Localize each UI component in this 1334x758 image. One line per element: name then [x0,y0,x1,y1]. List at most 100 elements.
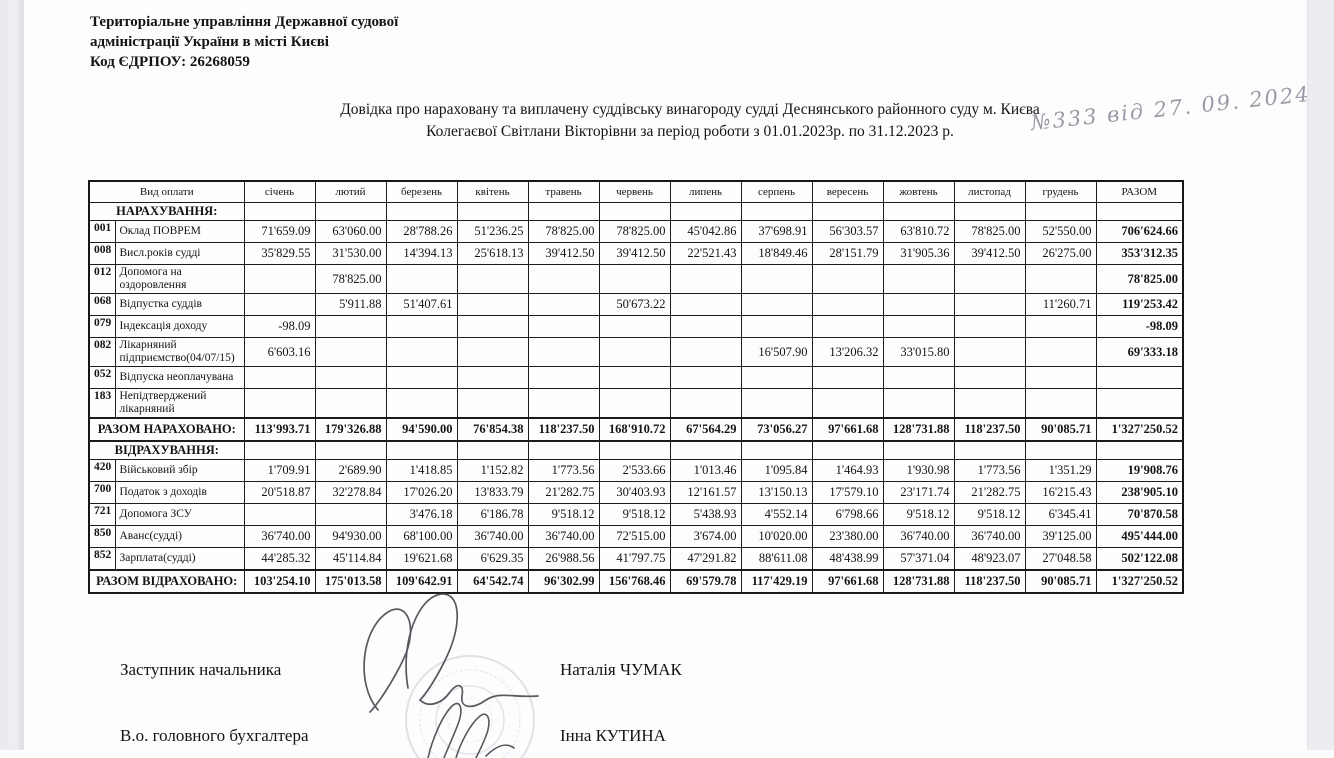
month-value [953,366,1026,389]
col-header-month: травень [527,180,600,203]
month-value [740,293,813,316]
payment-label: Індексація доходу [114,315,245,338]
month-value [740,366,813,389]
empty-cell [953,440,1026,460]
month-value: 51'407.61 [385,293,458,316]
month-value: 33'015.80 [882,337,955,367]
totals-month-value: 168'910.72 [598,417,671,442]
header-row: Вид оплати січень лютий березень квітень трав… [88,180,1184,203]
payment-label: Податок з доходів [114,481,245,504]
document-title: Довідка про нараховану та виплачену судд… [250,99,1130,143]
month-value: 3'476.18 [385,503,458,526]
month-value: 45'042.86 [669,220,742,243]
payment-label: Відпустка суддів [114,293,245,316]
month-value [882,315,955,338]
month-value: 22'521.43 [669,242,742,265]
col-header-month: січень [243,180,316,203]
payment-code: 052 [88,366,116,389]
signature-2-position: В.о. головного бухгалтера [120,726,309,745]
payment-label: Військовий збір [114,459,245,482]
month-value [385,366,458,389]
col-header-month: лютий [314,180,387,203]
month-value: 1'709.91 [243,459,316,482]
table-row: 420 Військовий збір 1'709.91 2'689.90 1'418.… [88,459,1184,482]
handwritten-registration-note: №333 від 27. 09. 2024 [1029,81,1312,136]
month-value: 31'530.00 [314,242,387,265]
totals-month-value: 118'237.50 [953,568,1026,594]
row-total [1095,388,1184,419]
row-total: 69'333.18 [1095,337,1184,367]
month-value: 4'552.14 [740,503,813,526]
table-row: 012 Допомога на оздоровлення 78'825.00 78'8… [88,264,1184,294]
month-value: 1'152.82 [456,459,529,482]
month-value: 3'674.00 [669,525,742,548]
month-value: 6'345.41 [1024,503,1097,526]
month-value [527,315,600,338]
col-header-month: листопад [953,180,1026,203]
col-header-payment-type: Вид оплати [88,180,245,203]
empty-cell [740,440,813,460]
payment-label: Допомога ЗСУ [114,503,245,526]
month-value: 1'095.84 [740,459,813,482]
col-header-month: квітень [456,180,529,203]
month-value: 26'988.56 [527,547,600,570]
month-value: 36'740.00 [456,525,529,548]
month-value [953,388,1026,419]
month-value: 17'579.10 [811,481,884,504]
month-value [314,503,387,526]
month-value: 1'418.85 [385,459,458,482]
month-value: 13'150.13 [740,481,813,504]
totals-month-value: 76'854.38 [456,417,529,442]
month-value: 36'740.00 [882,525,955,548]
month-value: 2'689.90 [314,459,387,482]
empty-cell [456,440,529,460]
empty-cell [882,202,955,221]
month-value: 10'020.00 [740,525,813,548]
month-value: 1'013.46 [669,459,742,482]
row-total: 70'870.58 [1095,503,1184,526]
empty-cell [598,440,671,460]
empty-cell [243,440,316,460]
month-value: -98.09 [243,315,316,338]
month-value: 68'100.00 [385,525,458,548]
month-value [314,315,387,338]
month-value [669,264,742,294]
month-value: 51'236.25 [456,220,529,243]
month-value [456,388,529,419]
month-value: 5'438.93 [669,503,742,526]
org-edrpou-code: Код ЄДРПОУ: 26268059 [90,54,250,70]
month-value: 48'438.99 [811,547,884,570]
col-header-total: РАЗОМ [1095,180,1184,203]
col-header-month: липень [669,180,742,203]
month-value: 1'351.29 [1024,459,1097,482]
totals-month-value: 118'237.50 [953,417,1026,442]
totals-row: РАЗОМ НАРАХОВАНО: 113'993.71 179'326.88 94'… [88,417,1184,442]
month-value: 35'829.55 [243,242,316,265]
col-header-month: жовтень [882,180,955,203]
month-value [456,264,529,294]
empty-cell [314,202,387,221]
month-value: 16'507.90 [740,337,813,367]
month-value [953,264,1026,294]
signature-deputy-chief-icon [363,593,539,713]
month-value [1024,366,1097,389]
month-value: 19'621.68 [385,547,458,570]
month-value: 13'833.79 [456,481,529,504]
month-value [811,293,884,316]
month-value: 6'629.35 [456,547,529,570]
month-value [385,337,458,367]
month-value [456,337,529,367]
month-value [669,315,742,338]
payment-label: Аванс(судді) [114,525,245,548]
payment-code: 852 [88,547,116,570]
totals-month-value: 97'661.68 [811,417,884,442]
empty-cell [598,202,671,221]
month-value [1024,388,1097,419]
month-value [243,366,316,389]
month-value: 25'618.13 [456,242,529,265]
row-total: 706'624.66 [1095,220,1184,243]
section-row: НАРАХУВАННЯ: [88,202,1184,221]
empty-cell [669,202,742,221]
salary-table-header: Вид оплати січень лютий березень квітень трав… [88,180,1184,203]
month-value: 1'464.93 [811,459,884,482]
